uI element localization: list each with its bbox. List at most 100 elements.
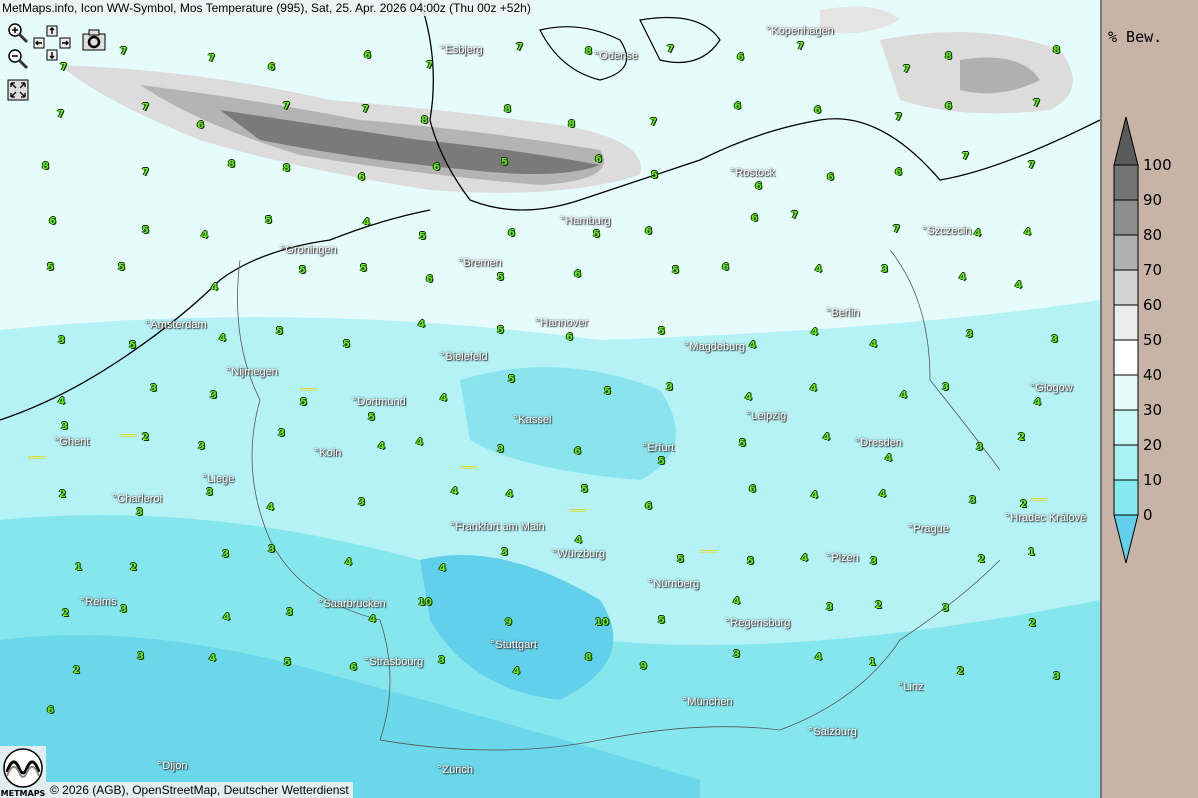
legend-label: 10 — [1143, 471, 1163, 489]
weather-symbol: 4 — [885, 453, 892, 464]
weather-symbol: 3 — [137, 651, 144, 662]
legend-swatch — [1113, 199, 1139, 236]
weather-symbol: 3 — [206, 487, 213, 498]
weather-symbol: 3 — [150, 383, 157, 394]
legend-colorbar — [1113, 116, 1139, 564]
weather-symbol: 7 — [142, 167, 149, 178]
weather-symbol: 5 — [360, 263, 367, 274]
legend-label: 50 — [1143, 331, 1163, 349]
city-label: Regensburg — [725, 617, 790, 630]
weather-symbol: 7 — [60, 62, 67, 73]
weather-map[interactable]: ═══ ═══ ═══ ═══ ═══ ═══ ═══ 7 7 7 6 6 7 7 8 7 6 7 7 8 8 7 7 6 7 7… — [0, 0, 1100, 798]
weather-symbol: 8 — [228, 159, 235, 170]
legend-label: 40 — [1143, 366, 1163, 384]
weather-symbol: 6 — [433, 162, 440, 173]
city-label: Frankfurt am Main — [450, 521, 544, 534]
weather-symbol: 1 — [75, 562, 82, 573]
weather-symbol: 7 — [1033, 98, 1040, 109]
camera-icon[interactable] — [82, 29, 106, 51]
weather-symbol: 8 — [283, 163, 290, 174]
weather-symbol: 8 — [504, 104, 511, 115]
weather-symbol: 10 — [595, 617, 609, 628]
weather-symbol: 7 — [895, 112, 902, 123]
weather-symbol: 5 — [581, 484, 588, 495]
zoom-in-icon[interactable] — [6, 21, 30, 45]
weather-symbol: 7 — [516, 42, 523, 53]
city-label: Salzburg — [808, 726, 856, 739]
weather-symbol: 2 — [130, 562, 137, 573]
weather-symbol: 5 — [299, 265, 306, 276]
weather-symbol: 6 — [508, 228, 515, 239]
weather-symbol: 2 — [59, 489, 66, 500]
city-label: Prague — [908, 523, 948, 536]
weather-symbol: 3 — [1051, 334, 1058, 345]
weather-symbol: 1 — [1028, 547, 1035, 558]
weather-symbol: 4 — [440, 393, 447, 404]
city-label: Berlin — [826, 307, 859, 320]
weather-symbol: 6 — [814, 105, 821, 116]
city-label: Bremen — [458, 257, 502, 270]
city-label: Würzburg — [552, 548, 605, 561]
weather-symbol: 10 — [418, 597, 432, 608]
weather-symbol: 4 — [815, 652, 822, 663]
weather-symbol: 6 — [827, 172, 834, 183]
weather-symbol: 8 — [585, 46, 592, 57]
weather-symbol: 5 — [129, 340, 136, 351]
weather-symbol: 3 — [501, 547, 508, 558]
city-label: Magdeburg — [684, 341, 745, 354]
weather-symbol: 4 — [810, 383, 817, 394]
legend-swatch — [1113, 234, 1139, 271]
weather-symbol: 7 — [667, 44, 674, 55]
weather-symbol: 3 — [120, 604, 127, 615]
legend-panel: % Bew. 100 90 80 70 60 50 40 30 20 10 0 — [1100, 0, 1198, 798]
legend-title: % Bew. — [1108, 28, 1163, 46]
weather-symbol: 4 — [369, 614, 376, 625]
weather-symbol: 7 — [1028, 160, 1035, 171]
weather-symbol: 6 — [751, 213, 758, 224]
pan-arrows-icon[interactable] — [33, 25, 73, 61]
weather-symbol: 5 — [593, 229, 600, 240]
weather-symbol: 2 — [62, 608, 69, 619]
weather-symbol: 4 — [506, 489, 513, 500]
weather-symbol: 4 — [801, 553, 808, 564]
weather-symbol: 6 — [49, 216, 56, 227]
weather-symbol: 4 — [418, 319, 425, 330]
weather-symbol: 2 — [142, 432, 149, 443]
weather-symbol: 3 — [666, 382, 673, 393]
weather-symbol: 4 — [815, 264, 822, 275]
weather-symbol: 8 — [421, 115, 428, 126]
weather-symbol: 3 — [826, 602, 833, 613]
weather-symbol: 4 — [575, 535, 582, 546]
weather-symbol: 5 — [276, 326, 283, 337]
city-label: Amsterdam — [145, 319, 206, 332]
city-label: Strasbourg — [364, 656, 423, 669]
weather-symbol: 8 — [1053, 45, 1060, 56]
fog-symbol: ═══ — [700, 546, 717, 556]
weather-symbol: 3 — [198, 441, 205, 452]
city-label: Zürich — [437, 764, 473, 777]
weather-symbol: 4 — [959, 272, 966, 283]
weather-symbol: 3 — [942, 603, 949, 614]
zoom-out-icon[interactable] — [6, 47, 30, 71]
weather-symbol: 8 — [585, 652, 592, 663]
legend-label: 30 — [1143, 401, 1163, 419]
weather-symbol: 7 — [208, 53, 215, 64]
weather-symbol: 3 — [136, 507, 143, 518]
weather-symbol: 4 — [745, 392, 752, 403]
weather-symbol: 6 — [895, 167, 902, 178]
legend-label: 20 — [1143, 436, 1163, 454]
fog-symbol: ═══ — [460, 462, 477, 472]
fullscreen-icon[interactable] — [7, 79, 29, 101]
weather-symbol: 4 — [211, 282, 218, 293]
city-label: Liege — [202, 473, 234, 486]
weather-symbol: 6 — [358, 172, 365, 183]
weather-symbol: 6 — [722, 262, 729, 273]
city-label: Esbjerg — [440, 44, 482, 57]
weather-symbol: 5 — [497, 325, 504, 336]
weather-symbol: 6 — [734, 101, 741, 112]
metmaps-logo[interactable]: METMAPS — [0, 746, 46, 798]
weather-symbol: 3 — [1053, 671, 1060, 682]
city-label: Dijon — [157, 760, 187, 773]
weather-symbol: 6 — [197, 120, 204, 131]
city-label: Saarbrücken — [318, 598, 385, 611]
